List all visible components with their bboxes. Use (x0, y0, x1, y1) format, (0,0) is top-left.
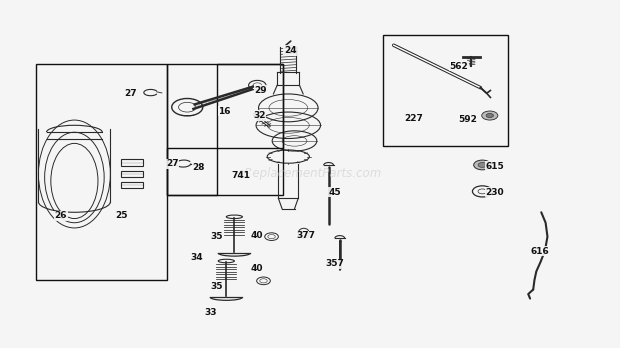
Text: 34: 34 (191, 253, 203, 262)
Bar (217, 64, 283, 148)
Text: 562: 562 (450, 62, 468, 71)
Text: 24: 24 (284, 46, 296, 55)
Text: 227: 227 (405, 114, 423, 123)
Text: 741: 741 (231, 171, 250, 180)
Text: 28: 28 (192, 163, 205, 172)
Text: 33: 33 (205, 308, 217, 317)
Text: 615: 615 (485, 162, 504, 171)
Text: 230: 230 (485, 188, 504, 197)
Bar (383, 35, 508, 146)
Bar (167, 64, 283, 195)
Circle shape (486, 113, 494, 118)
Bar (121, 159, 143, 166)
Text: 357: 357 (326, 259, 344, 268)
Text: 27: 27 (124, 89, 136, 98)
Circle shape (482, 111, 498, 120)
Text: 377: 377 (296, 231, 315, 240)
Bar (121, 171, 143, 177)
Text: 16: 16 (218, 107, 231, 116)
Circle shape (478, 163, 487, 167)
Text: 25: 25 (115, 211, 128, 220)
Text: 32: 32 (253, 111, 265, 120)
Text: eReplacementParts.com: eReplacementParts.com (238, 167, 382, 181)
Bar (36, 64, 167, 280)
Circle shape (474, 160, 491, 170)
Text: 45: 45 (329, 188, 341, 197)
Text: 35: 35 (211, 232, 223, 241)
Text: 35: 35 (211, 282, 223, 291)
Text: 592: 592 (458, 114, 477, 124)
Bar (167, 148, 217, 195)
Text: 26: 26 (55, 211, 67, 220)
Text: 40: 40 (251, 264, 264, 273)
Text: 40: 40 (251, 231, 264, 240)
Bar (121, 182, 143, 188)
Text: 27: 27 (166, 159, 179, 168)
Text: 29: 29 (254, 86, 267, 95)
Text: 616: 616 (530, 247, 549, 256)
